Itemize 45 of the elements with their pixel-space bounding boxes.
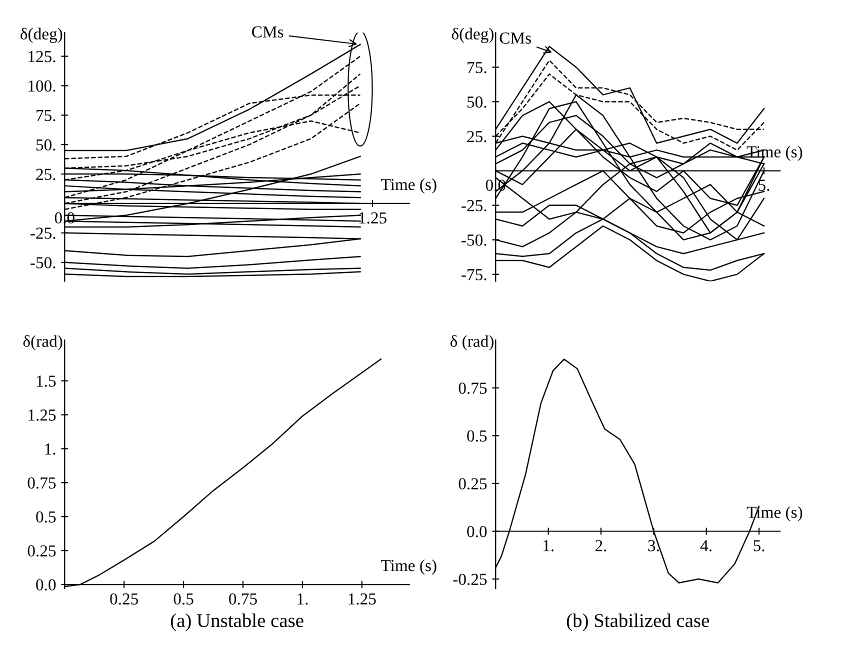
x-tick-label: 2. [595, 540, 606, 552]
y-tick-label: 75. [468, 62, 486, 74]
y-tick-label: 50. [467, 96, 486, 108]
y-axis-title: δ(rad) [23, 335, 62, 350]
x-tick-label: 5. [758, 180, 770, 191]
y-tick-label: -25. [462, 200, 486, 212]
x-axis-title: Time (s) [380, 178, 436, 194]
y-tick-label: 25. [36, 168, 56, 180]
y-tick-label: 100. [28, 80, 56, 92]
y-tick-label: 50. [36, 139, 56, 151]
x-tick-label: 1.25 [348, 593, 376, 605]
x-tick-label: 1. [544, 540, 554, 552]
y-tick-label: -75. [462, 269, 486, 280]
x-tick-label: 5. [754, 540, 764, 552]
y-tick-label: 0.75 [458, 382, 487, 394]
x-tick-label: 0.75 [229, 593, 257, 605]
y-tick-label: 0.0 [467, 526, 487, 538]
y-tick-label: 75. [36, 110, 56, 122]
y-tick-label: 0.25 [458, 478, 487, 490]
y-tick-label: 0.75 [28, 477, 56, 489]
y-tick-label: 1. [45, 444, 56, 455]
y-tick-label: 1.25 [28, 410, 56, 421]
text: (b) Stabilized case [566, 613, 710, 632]
x-tick-label: 0.5 [174, 593, 194, 605]
y-tick-label: 0.5 [36, 511, 56, 523]
x-tick-label: 0.25 [110, 593, 138, 605]
y-axis-title: δ(deg) [20, 28, 62, 43]
text: (a) Unstable case [170, 613, 304, 632]
y-tick-label: -50. [462, 234, 486, 246]
y-tick-label: 125. [28, 51, 56, 62]
x-tick-label: 4. [700, 540, 712, 552]
y-axis-title: δ (rad) [450, 335, 494, 350]
y-tick-label: -0.25 [453, 574, 487, 586]
x-tick-label: 1. [298, 593, 308, 605]
y-axis-title: δ(deg) [452, 28, 494, 43]
annotation: CMs [252, 26, 284, 38]
x-axis-title: Time (s) [380, 559, 436, 575]
y-tick-label: 0.5 [467, 430, 487, 442]
y-tick-label: 1.5 [36, 376, 56, 387]
y-tick-label: -25. [30, 228, 56, 239]
x-tick-label: 3. [648, 540, 659, 552]
y-tick-label: 25. [467, 130, 486, 142]
y-tick-label: 0.0 [36, 579, 56, 591]
annotation: CMs [500, 32, 531, 44]
y-tick-label: -50. [30, 257, 56, 268]
